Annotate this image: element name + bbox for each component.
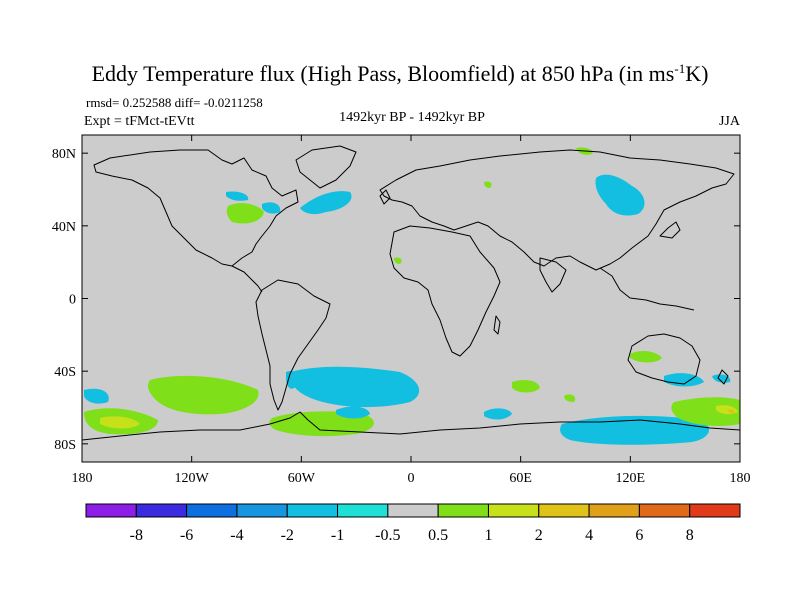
anomaly-east-coast	[262, 202, 281, 214]
colorbar-label: 4	[585, 527, 593, 544]
x-tick-label: 0	[408, 471, 415, 486]
colorbar-swatch	[588, 503, 640, 518]
colorbar-label: -6	[180, 527, 193, 544]
colorbar-label: -4	[230, 527, 243, 544]
colorbar-swatch	[538, 503, 590, 518]
colorbar-swatch	[689, 503, 741, 518]
coast-new-zealand	[717, 369, 729, 385]
coast-madagascar	[493, 315, 501, 335]
coast-africa	[389, 225, 501, 357]
colorbar: -8 -6 -4 -2 -1 -0.5 0.5 1 2 4 6 8	[85, 503, 741, 544]
anomaly-north-atlantic	[300, 191, 352, 215]
colorbar-label: -1	[331, 527, 344, 544]
colorbar-label: -2	[281, 527, 294, 544]
y-tick-label: 40S	[54, 365, 76, 380]
coast-south-america	[255, 279, 331, 411]
chart-title-main: Eddy Temperature flux (High Pass, Bloomf…	[92, 61, 675, 86]
anomaly-africa	[394, 257, 402, 264]
coast-india	[539, 257, 567, 293]
anomaly-weddell-cyan	[336, 406, 370, 419]
y-tick-label: 0	[69, 293, 76, 308]
anomaly-hudson	[226, 191, 249, 201]
colorbar-swatch	[337, 503, 389, 518]
y-tick-label: 80N	[52, 147, 76, 162]
anomaly-indian-cyan	[484, 408, 512, 420]
anomaly-ross-sea-inner	[100, 416, 140, 429]
anomaly-nz-orange	[728, 409, 735, 414]
y-tick-label: 80S	[54, 438, 76, 453]
coast-antarctica	[81, 411, 741, 441]
colorbar-label: 6	[635, 527, 643, 544]
colorbar-swatch	[186, 503, 238, 518]
map-background	[82, 135, 740, 462]
colorbar-label: 2	[535, 527, 543, 544]
stats-label: rmsd= 0.252588 diff= -0.0211258	[86, 95, 263, 110]
anomaly-australia	[630, 351, 662, 363]
x-tick-label: 180	[730, 471, 751, 486]
chart-title: Eddy Temperature flux (High Pass, Bloomf…	[92, 61, 709, 86]
colorbar-label: -0.5	[375, 527, 400, 544]
season-label: JJA	[719, 114, 741, 129]
coast-australia	[627, 333, 701, 385]
coast-eurasia	[379, 149, 735, 271]
y-tick-label: 40N	[52, 220, 76, 235]
anomaly-south-pacific	[148, 375, 259, 415]
colorbar-label: -8	[130, 527, 143, 544]
anomaly-fills	[84, 147, 740, 445]
anomaly-central-asia	[595, 174, 645, 216]
colorbar-swatch	[437, 503, 489, 518]
colorbar-swatch	[135, 503, 188, 518]
colorbar-swatch	[487, 503, 540, 518]
anomaly-south-america	[286, 370, 298, 389]
colorbar-swatch	[85, 503, 137, 518]
anomaly-nz-green	[671, 397, 740, 426]
chart-title-sup: -1	[674, 61, 685, 76]
colorbar-label: 8	[686, 527, 694, 544]
y-axis: 80N 40N 0 40S 80S	[52, 147, 740, 453]
x-tick-label: 60W	[288, 471, 316, 486]
x-tick-label: 120E	[616, 471, 646, 486]
colorbar-swatch	[286, 503, 339, 518]
period-label: 1492kyr BP - 1492kyr BP	[339, 110, 485, 125]
colorbar-swatch	[638, 503, 691, 518]
colorbar-swatch	[387, 503, 439, 518]
colorbar-swatch	[236, 503, 288, 518]
anomaly-indian-green	[512, 380, 540, 393]
map-panel: 180 120W 60W 0 60E 120E 180 80N 40N 0 40S 80S	[52, 134, 751, 486]
coast-se-asia	[599, 267, 695, 311]
coast-uk	[379, 189, 391, 205]
coast-japan	[659, 221, 681, 239]
colorbar-label: 1	[484, 527, 492, 544]
anomaly-asia-green	[484, 181, 492, 188]
colorbar-label: 0.5	[428, 527, 448, 544]
coastlines	[81, 145, 741, 441]
x-tick-label: 180	[72, 471, 93, 486]
coast-central-america	[231, 265, 263, 293]
x-axis: 180 120W 60W 0 60E 120E 180	[72, 135, 751, 486]
x-tick-label: 60E	[509, 471, 532, 486]
coast-greenland	[295, 145, 357, 189]
experiment-label: Expt = tFMct-tEVtt	[84, 114, 195, 129]
x-tick-label: 120W	[175, 471, 210, 486]
chart-title-end: K)	[685, 61, 708, 86]
anomaly-great-lakes	[226, 203, 264, 224]
anomaly-south-atlantic	[289, 366, 420, 408]
anomaly-west-pacific-cyan	[84, 388, 109, 404]
coast-north-america	[93, 149, 299, 267]
anomaly-kerguelen	[564, 394, 576, 402]
